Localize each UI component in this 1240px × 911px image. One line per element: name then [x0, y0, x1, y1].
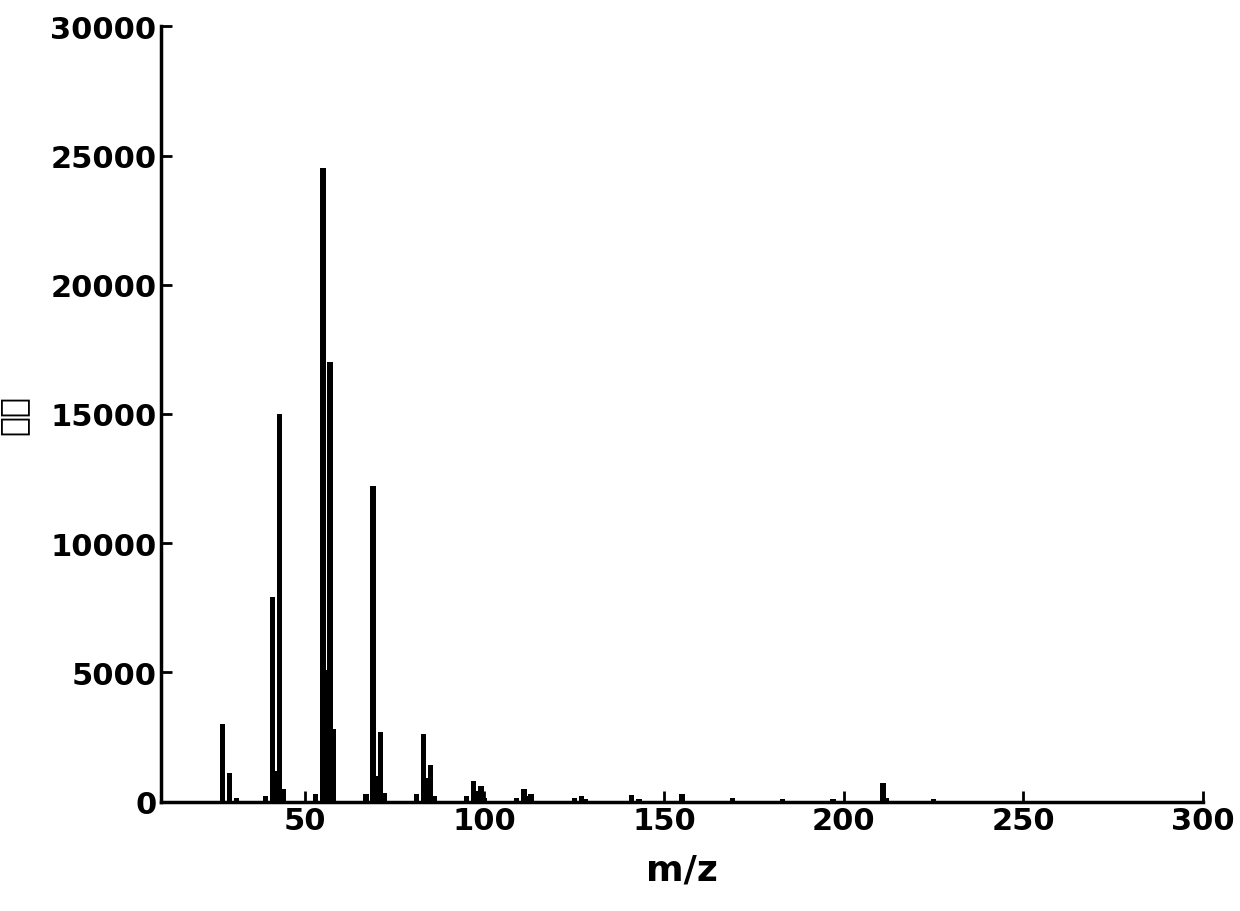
Bar: [219, 724, 224, 802]
Bar: [572, 798, 577, 802]
Bar: [324, 670, 329, 802]
Bar: [729, 798, 735, 802]
Bar: [320, 169, 326, 802]
Bar: [780, 799, 785, 802]
Bar: [263, 796, 268, 802]
Bar: [583, 799, 588, 802]
Bar: [234, 798, 239, 802]
Bar: [378, 732, 383, 802]
Bar: [432, 796, 436, 802]
Bar: [424, 778, 430, 802]
Bar: [471, 781, 476, 802]
Bar: [525, 796, 531, 802]
Bar: [884, 798, 889, 802]
Bar: [579, 796, 584, 802]
Bar: [475, 792, 480, 802]
X-axis label: m/z: m/z: [646, 852, 718, 886]
Bar: [515, 798, 520, 802]
Bar: [528, 793, 534, 802]
Bar: [482, 798, 487, 802]
Bar: [312, 793, 319, 802]
Bar: [636, 799, 641, 802]
Bar: [931, 799, 936, 802]
Bar: [479, 786, 484, 802]
Bar: [363, 793, 368, 802]
Bar: [413, 793, 419, 802]
Bar: [680, 793, 684, 802]
Bar: [277, 415, 283, 802]
Bar: [331, 730, 336, 802]
Bar: [464, 796, 469, 802]
Bar: [830, 799, 836, 802]
Bar: [420, 734, 427, 802]
Bar: [227, 773, 232, 802]
Bar: [629, 795, 635, 802]
Bar: [371, 486, 376, 802]
Bar: [880, 783, 885, 802]
Bar: [381, 793, 387, 802]
Bar: [274, 771, 279, 802]
Bar: [428, 765, 433, 802]
Bar: [327, 363, 332, 802]
Bar: [374, 776, 379, 802]
Bar: [521, 789, 527, 802]
Bar: [270, 598, 275, 802]
Bar: [280, 789, 286, 802]
Y-axis label: 丰度: 丰度: [0, 394, 30, 435]
